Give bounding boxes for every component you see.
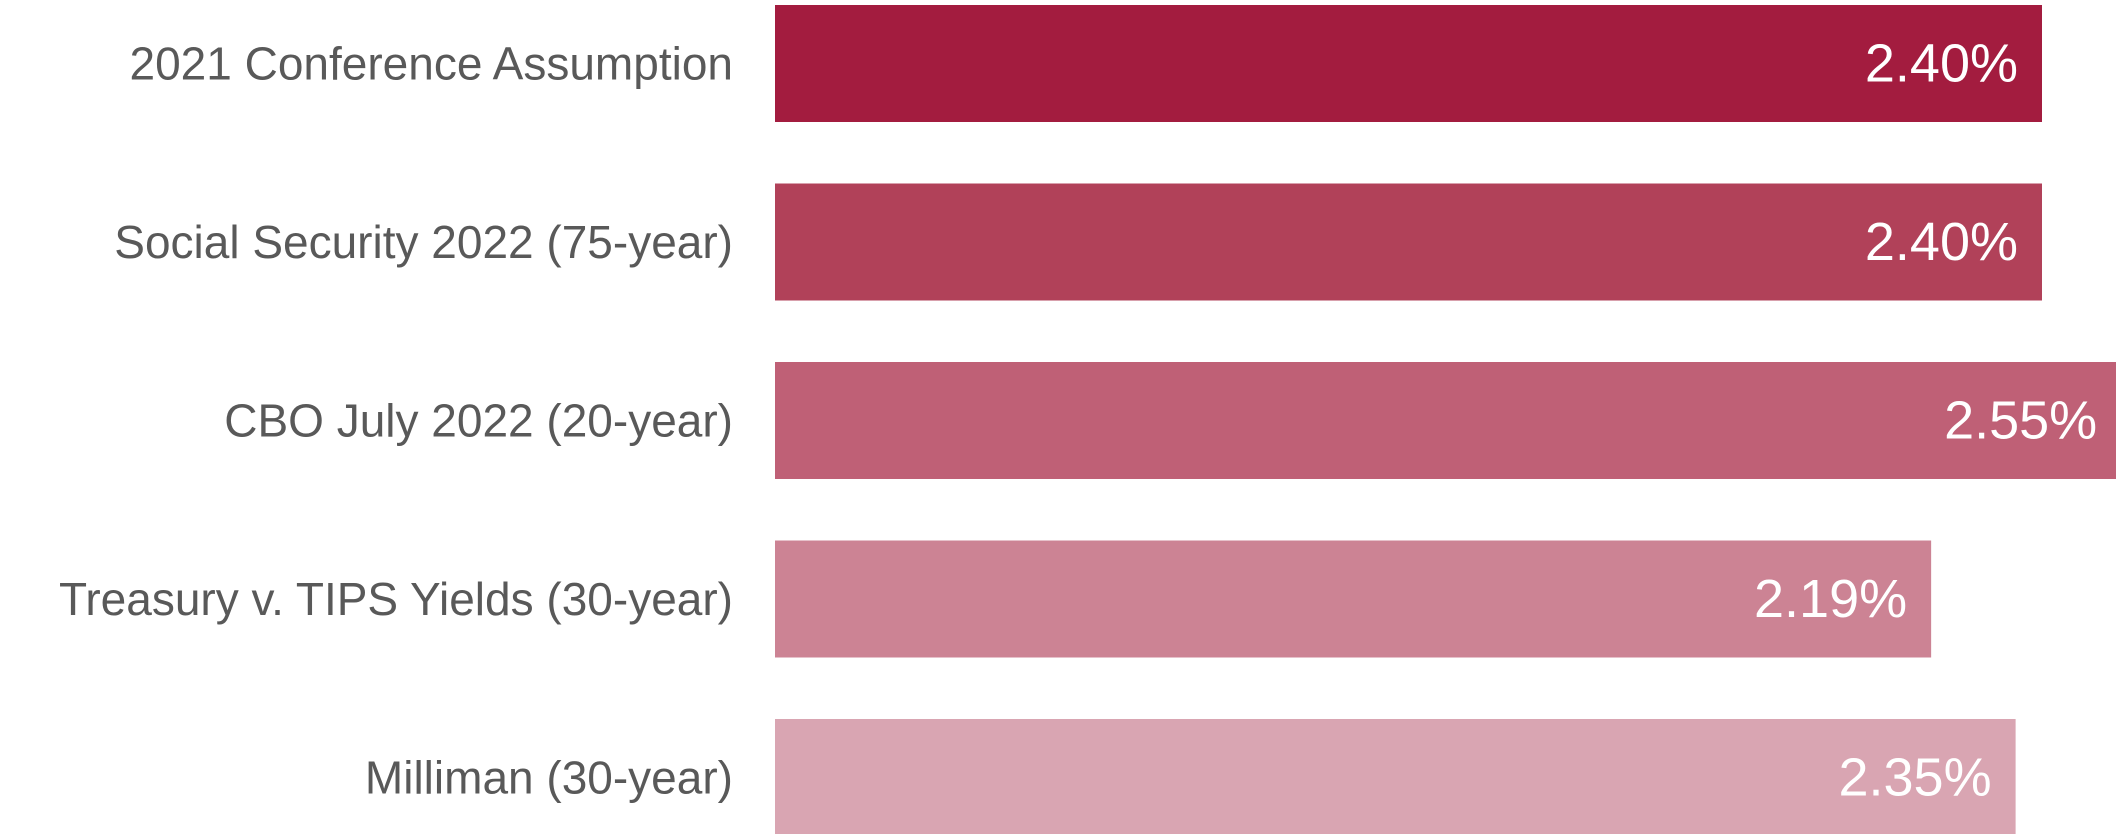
category-label: Social Security 2022 (75-year): [114, 216, 733, 268]
category-label: 2021 Conference Assumption: [129, 38, 733, 90]
category-label: Treasury v. TIPS Yields (30-year): [59, 573, 733, 625]
data-label: 2.40%: [1865, 34, 2018, 94]
bar: [775, 183, 2042, 301]
category-label: CBO July 2022 (20-year): [224, 395, 733, 447]
bar: [775, 362, 2116, 479]
bar: [775, 5, 2042, 122]
bar: [775, 540, 1932, 658]
data-label: 2.55%: [1944, 391, 2097, 451]
data-label: 2.40%: [1865, 212, 2018, 272]
data-label: 2.19%: [1754, 569, 1907, 629]
bar: [775, 719, 2016, 834]
category-label: Milliman (30-year): [365, 752, 733, 804]
data-label: 2.35%: [1838, 748, 1991, 808]
